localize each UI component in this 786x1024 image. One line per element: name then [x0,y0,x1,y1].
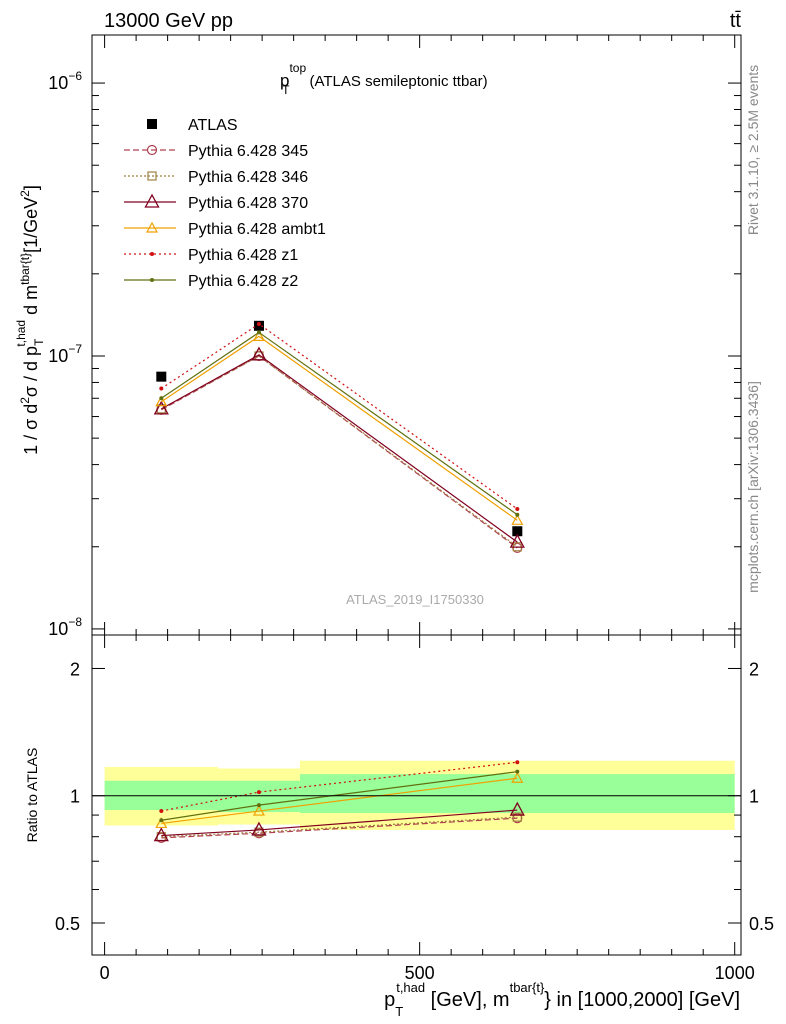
main-y-axis-label: 1 / σ d2σ / d pTt,had d mtbar{t}[1/GeV2] [14,185,46,455]
ratio-point-p370-2 [509,801,525,816]
main-point-z2-2 [515,512,520,517]
legend-marker-z1 [150,252,154,256]
ratio-point-p346-2 [512,812,522,822]
ratio-point-z2-1 [256,803,261,808]
main-point-p370-0 [153,400,169,415]
ratio-series-ambt1 [155,771,524,829]
ratio-line-ambt1 [161,777,518,825]
legend-entry-p370: Pythia 6.428 370 [124,193,308,212]
ratio-series-z1 [159,760,520,814]
ratio-frame [91,634,742,956]
main-line-z1 [160,323,518,510]
axes-layer: 10−6 10−7 10−8 0 500 1000 0.5 0.5 1 1 2 2 [48,34,774,983]
legend-label-p345: Pythia 6.428 345 [188,143,308,160]
main-point-z2-0 [159,396,164,401]
x-tick-label: 500 [405,963,435,983]
legend-marker-p345 [146,144,158,156]
legend-entry-data: ATLAS [147,117,238,134]
legend-entry-z2: Pythia 6.428 z2 [124,273,298,290]
main-point-z1-0 [159,386,164,391]
main-series-p370 [153,346,525,548]
ratio-point-z1-0 [159,809,164,814]
legend-label-p370: Pythia 6.428 370 [188,195,308,212]
ratio-line-p346 [161,816,518,838]
main-y-tick-label: 10−7 [48,342,82,366]
main-series-data [156,320,523,537]
ratio-point-ambt1-0 [155,817,168,829]
ratio-y-tick-label-right: 2 [749,659,759,679]
main-y-tick-label: 10−6 [48,69,82,93]
x-tick-label: 0 [100,963,110,983]
main-point-ambt1-0 [155,395,168,407]
legend-marker-data [147,119,157,129]
main-y-tick-label: 10−8 [48,615,82,639]
ratio-point-ambt1-2 [511,771,524,783]
process-label: tt̄ [730,10,742,32]
ratio-series-layer [153,760,525,843]
ratio-series-z2 [159,769,520,823]
legend-marker-ambt1 [145,221,159,233]
main-series-layer [153,320,525,554]
legend-entry-z1: Pythia 6.428 z1 [124,247,298,264]
ratio-y-tick-label-right: 0.5 [749,914,774,934]
legend-label-p346: Pythia 6.428 346 [188,169,308,186]
ratio-line-p370 [161,809,518,837]
ratio-point-z1-1 [256,790,261,795]
legend: ATLAS Pythia 6.428 345 Pythia 6.428 346 Pyt… [124,117,326,290]
ratio-line-p345 [161,817,518,839]
ratio-point-ambt1-1 [252,804,265,816]
ratio-point-z2-0 [159,818,164,823]
ratio-point-z1-2 [515,760,520,765]
main-point-z2-1 [256,330,261,335]
legend-marker-z2 [150,278,154,282]
band-inner-2 [299,774,735,814]
ratio-y-tick-label: 1 [70,787,80,807]
main-line-p370 [161,354,518,543]
legend-label-z1: Pythia 6.428 z1 [188,247,298,264]
legend-marker-p346 [147,171,157,181]
energy-label: 13000 GeV pp [104,10,233,32]
ratio-y-axis-label: Ratio to ATLAS [24,748,40,843]
main-point-data-0 [156,371,167,382]
main-series-z2 [159,330,520,517]
main-point-p370-2 [509,533,525,548]
main-title: ptop T (ATLAS semileptonic ttbar) [280,61,488,97]
main-line-p346 [161,355,518,548]
rivet-label: Rivet 3.1.10, ≥ 2.5M events [745,65,761,235]
ratio-y-tick-label: 2 [70,659,80,679]
legend-label-data: ATLAS [188,117,238,134]
main-series-z1 [159,321,520,512]
legend-marker-p370 [144,193,160,208]
legend-entry-p346: Pythia 6.428 346 [124,169,308,186]
analysis-watermark: ATLAS_2019_I1750330 [346,592,484,607]
legend-label-ambt1: Pythia 6.428 ambt1 [188,221,326,238]
ratio-point-p346-1 [254,827,264,837]
main-series-ambt1 [155,330,524,525]
ratio-y-tick-label-right: 1 [749,787,759,807]
ratio-point-z2-2 [515,769,520,774]
main-line-ambt1 [160,335,518,521]
main-point-p370-1 [251,346,267,361]
legend-entry-p345: Pythia 6.428 345 [124,143,308,160]
ratio-y-tick-label: 0.5 [55,914,80,934]
legend-entry-ambt1: Pythia 6.428 ambt1 [124,221,326,238]
main-point-data-2 [512,526,523,537]
ratio-point-p370-0 [153,827,169,842]
legend-label-z2: Pythia 6.428 z2 [188,273,298,290]
main-point-ambt1-2 [511,514,524,525]
ratio-point-p370-1 [251,821,267,836]
main-line-p345 [161,355,518,549]
ratio-series-p370 [153,801,525,842]
x-tick-label: 1000 [715,963,755,983]
mcplots-label: mcplots.cern.ch [arXiv:1306.3436] [745,381,761,593]
main-point-ambt1-1 [252,330,265,341]
main-line-z2 [160,331,518,516]
main-point-z1-2 [515,507,520,512]
x-axis-label: pTt,had [GeV], mtbar{t}} in [1000,2000] … [384,980,740,1019]
main-point-z1-1 [256,321,261,326]
